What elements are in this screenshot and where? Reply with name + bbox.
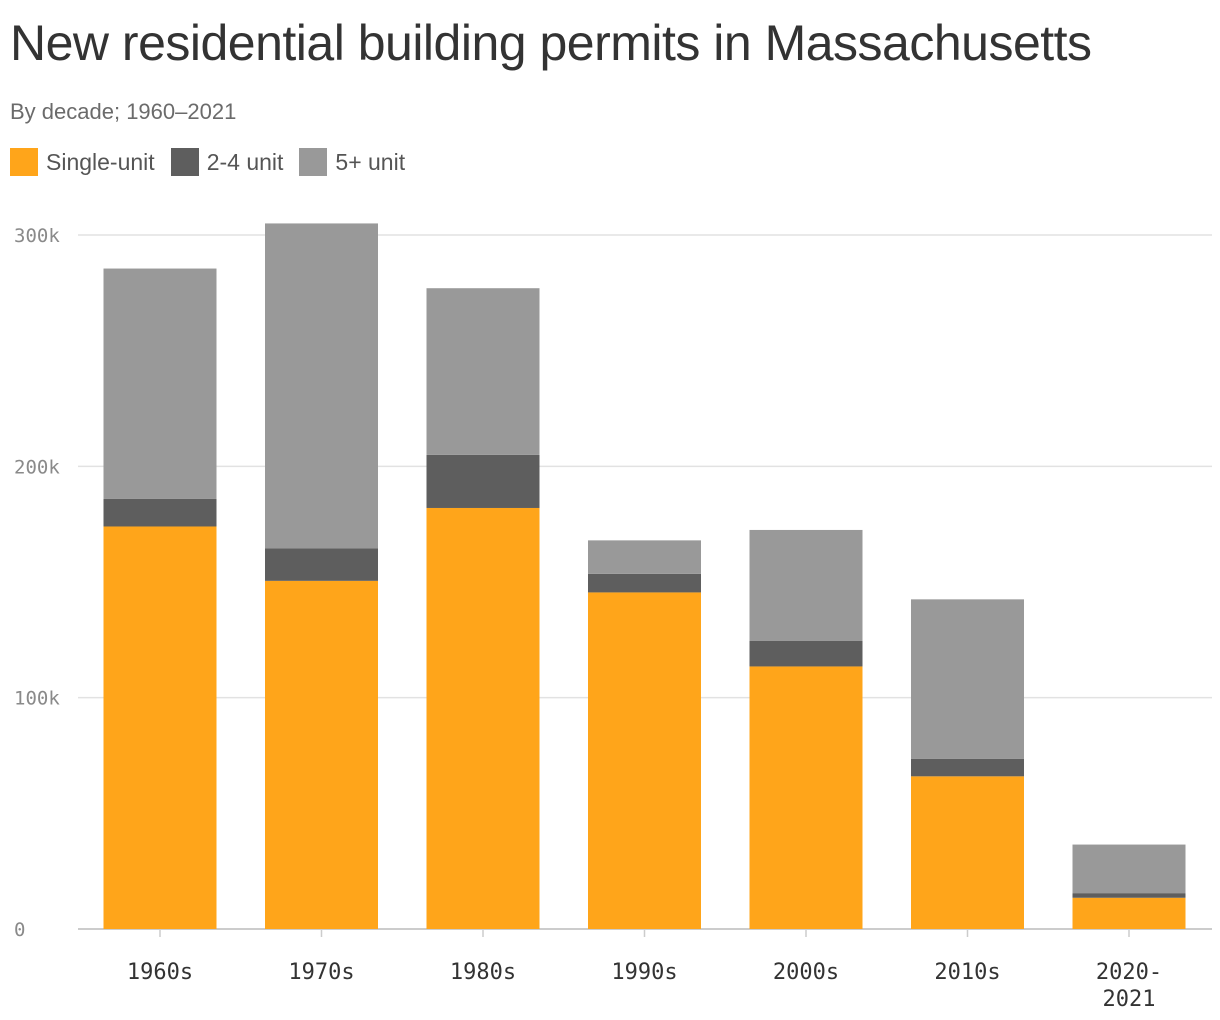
bar-segment (103, 268, 217, 499)
bar-segment (911, 599, 1024, 759)
x-tick-label: 2021 (1103, 987, 1156, 1012)
x-tick-label: 2020- (1096, 960, 1162, 985)
bar-segment (911, 776, 1024, 929)
y-axis-ticks: 0 100k 200k 300k (14, 225, 60, 941)
legend-swatch-single-unit (10, 148, 38, 176)
legend-swatch-2-4-unit (170, 148, 199, 176)
bar-segment (588, 592, 701, 929)
legend-item-2-4-unit: 2-4 unit (170, 148, 284, 176)
y-tick-label: 0 (14, 919, 25, 941)
x-tick-label: 1980s (450, 960, 516, 985)
y-tick-label: 100k (14, 688, 60, 710)
bar-segment (426, 288, 540, 455)
legend-item-5-plus-unit: 5+ unit (299, 148, 405, 176)
bar-stacks (103, 223, 1186, 929)
bar-segment (103, 498, 217, 527)
bar-segment (911, 758, 1024, 777)
chart-subtitle: By decade; 1960–2021 (10, 99, 237, 124)
bar-segment (1072, 844, 1186, 894)
bar-segment (749, 529, 863, 641)
bar-segment (749, 640, 863, 667)
bar-segment (426, 507, 540, 929)
legend-label-2-4-unit: 2-4 unit (206, 148, 284, 175)
legend-label-single-unit: Single-unit (46, 148, 155, 175)
bar-segment (749, 666, 863, 929)
legend-label-5-plus-unit: 5+ unit (335, 148, 406, 175)
bar-segment (588, 573, 701, 593)
bar-segment (426, 454, 540, 508)
y-tick-label: 300k (14, 225, 60, 247)
x-tick-label: 1970s (288, 960, 354, 985)
legend-swatch-5-plus-unit (299, 148, 328, 176)
chart-title: New residential building permits in Mass… (10, 15, 1092, 71)
bar-segment (1072, 897, 1186, 929)
bar-segment (265, 580, 378, 929)
x-tick-label: 2000s (773, 960, 839, 985)
bar-segment (103, 526, 217, 929)
x-tick-label: 1960s (127, 960, 193, 985)
x-axis-ticks: 1960s 1970s 1980s 1990s 2000s 2010s 2020-2021 (127, 929, 1162, 1012)
bar-segment (265, 548, 378, 581)
legend-item-single-unit: Single-unit (10, 148, 155, 176)
x-tick-label: 1990s (611, 960, 677, 985)
legend: Single-unit 2-4 unit 5+ unit (10, 148, 421, 176)
bar-segment (588, 540, 701, 574)
bar-segment (1072, 893, 1186, 898)
bar-segment (265, 223, 378, 549)
x-tick-label: 2010s (934, 960, 1000, 985)
y-tick-label: 200k (14, 456, 60, 478)
